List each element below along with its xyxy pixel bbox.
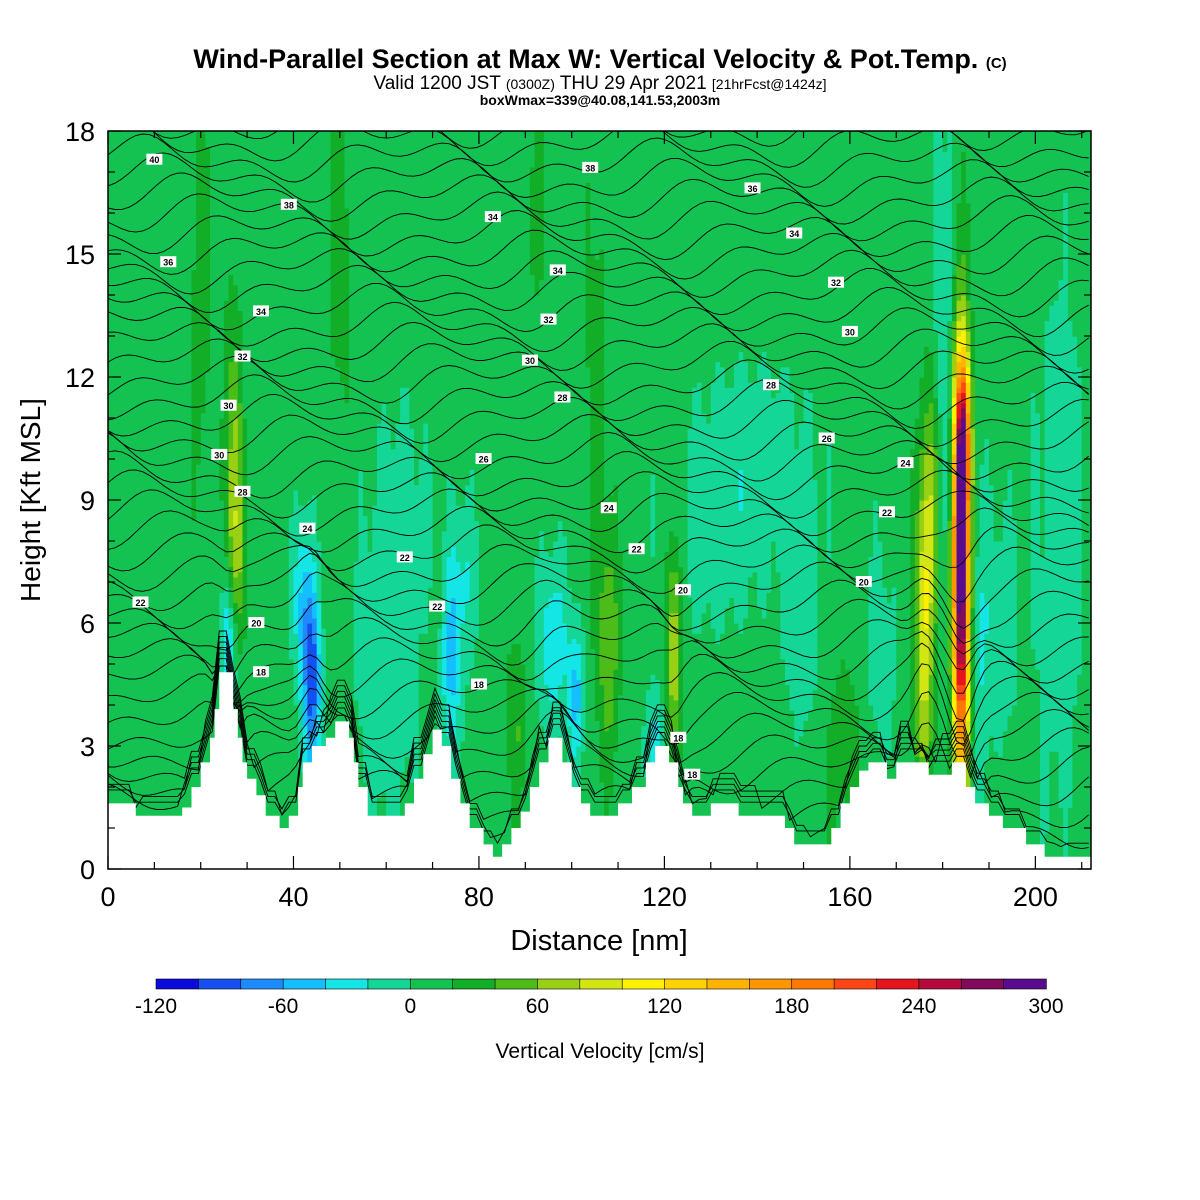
isentrope-label: 38 bbox=[281, 199, 297, 211]
isentrope-label: 18 bbox=[684, 769, 700, 781]
colorbar-swatch bbox=[326, 979, 369, 989]
colorbar-tick-label: 180 bbox=[774, 995, 809, 1018]
colorbar-swatch bbox=[1004, 979, 1047, 989]
x-tick-label: 0 bbox=[100, 882, 115, 912]
y-tick-label: 18 bbox=[65, 117, 95, 147]
colorbar-swatch bbox=[241, 979, 284, 989]
isentrope-label: 24 bbox=[299, 523, 315, 535]
x-tick-label: 120 bbox=[642, 882, 687, 912]
x-tick-label: 160 bbox=[827, 882, 872, 912]
colorbar-swatch bbox=[368, 979, 411, 989]
colorbar-swatch bbox=[283, 979, 326, 989]
colorbar-label: Vertical Velocity [cm/s] bbox=[496, 1040, 705, 1063]
isentrope-label: 24 bbox=[601, 502, 617, 514]
x-axis-label: Distance [nm] bbox=[510, 925, 687, 957]
colorbar-swatch bbox=[665, 979, 708, 989]
isentrope-label: 20 bbox=[248, 617, 264, 629]
colorbar-swatch bbox=[453, 979, 496, 989]
colorbar-swatch bbox=[876, 979, 919, 989]
colorbar-tick-label: 0 bbox=[404, 995, 416, 1018]
isentrope-label: 22 bbox=[429, 601, 445, 613]
isentrope-label: 40 bbox=[146, 154, 162, 166]
isentrope-label: 32 bbox=[540, 314, 556, 326]
isentrope-label: 26 bbox=[476, 453, 492, 465]
isentrope-label: 34 bbox=[485, 211, 501, 223]
isentrope-label: 20 bbox=[856, 576, 872, 588]
colorbar-swatch bbox=[749, 979, 792, 989]
y-tick-label: 6 bbox=[80, 609, 95, 639]
colorbar-tick-label: 120 bbox=[647, 995, 682, 1018]
isentrope-label: 22 bbox=[879, 506, 895, 518]
isentrope-label: 30 bbox=[522, 355, 538, 367]
colorbar-swatch bbox=[961, 979, 1004, 989]
isentrope-label: 28 bbox=[234, 486, 250, 498]
isentrope-label: 34 bbox=[550, 264, 566, 276]
isentrope-label: 30 bbox=[211, 449, 227, 461]
isentrope-label: 30 bbox=[842, 326, 858, 338]
isentrope-label: 36 bbox=[160, 256, 176, 268]
colorbar-tick-label: 60 bbox=[526, 995, 549, 1018]
y-axis-label: Height [Kft MSL] bbox=[15, 398, 46, 602]
isentrope-label: 22 bbox=[397, 551, 413, 563]
velocity-field bbox=[108, 131, 1092, 870]
colorbar-swatch bbox=[622, 979, 665, 989]
isentrope-label: 28 bbox=[763, 379, 779, 391]
colorbar-swatch bbox=[537, 979, 580, 989]
colorbar bbox=[156, 979, 1046, 989]
colorbar-swatch bbox=[834, 979, 877, 989]
colorbar-swatch bbox=[707, 979, 750, 989]
colorbar-tick-label: -120 bbox=[135, 995, 177, 1018]
isentrope-label: 22 bbox=[132, 597, 148, 609]
colorbar-tick-label: -60 bbox=[268, 995, 298, 1018]
isentrope-label: 28 bbox=[554, 392, 570, 404]
isentrope-label: 22 bbox=[629, 543, 645, 555]
colorbar-swatch bbox=[919, 979, 962, 989]
y-tick-label: 0 bbox=[80, 855, 95, 885]
y-tick-label: 3 bbox=[80, 732, 95, 762]
x-tick-label: 200 bbox=[1013, 882, 1058, 912]
isentrope-label: 26 bbox=[819, 433, 835, 445]
y-tick-label: 12 bbox=[65, 363, 95, 393]
y-tick-label: 15 bbox=[65, 240, 95, 270]
colorbar-swatch bbox=[792, 979, 835, 989]
colorbar-swatch bbox=[410, 979, 453, 989]
y-tick-label: 9 bbox=[80, 486, 95, 516]
isentrope-label: 20 bbox=[675, 584, 691, 596]
isentrope-label: 18 bbox=[670, 732, 686, 744]
isentrope-label: 30 bbox=[221, 400, 237, 412]
colorbar-swatch bbox=[580, 979, 623, 989]
colorbar-tick-label: 240 bbox=[901, 995, 936, 1018]
isentrope-label: 34 bbox=[786, 228, 802, 240]
isentrope-label: 34 bbox=[253, 305, 269, 317]
colorbar-ticks: -120 -60 0 60 120 180 240 300 bbox=[135, 995, 1064, 1018]
x-tick-label: 40 bbox=[278, 882, 308, 912]
isentrope-label: 32 bbox=[234, 351, 250, 363]
isentrope-label: 18 bbox=[253, 666, 269, 678]
isentrope-label: 24 bbox=[898, 457, 914, 469]
isentrope-label: 32 bbox=[828, 277, 844, 289]
colorbar-swatch bbox=[156, 979, 199, 989]
colorbar-tick-label: 300 bbox=[1028, 995, 1063, 1018]
colorbar-swatch bbox=[198, 979, 241, 989]
isentrope-label: 36 bbox=[745, 182, 761, 194]
x-tick-label: 80 bbox=[464, 882, 494, 912]
isentrope-label: 38 bbox=[582, 162, 598, 174]
isentrope-label: 18 bbox=[471, 679, 487, 691]
colorbar-swatch bbox=[495, 979, 538, 989]
